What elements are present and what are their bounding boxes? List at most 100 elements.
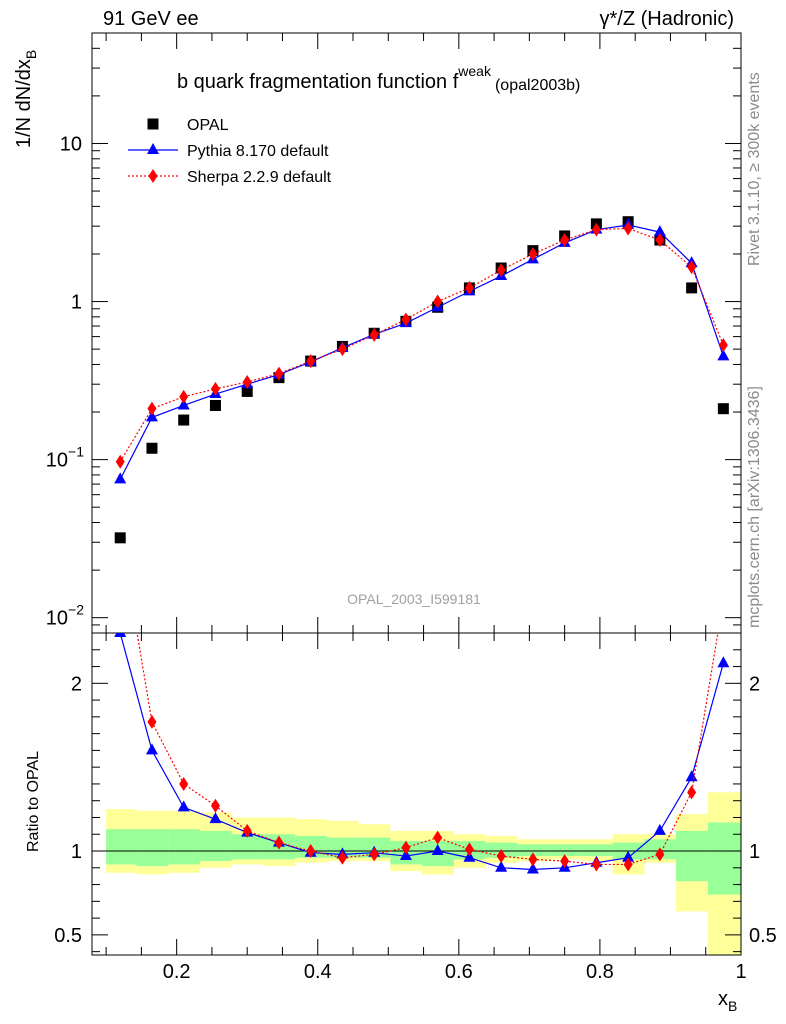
inner-band-bin [549,844,581,857]
sherpa-ratio-point [687,785,697,800]
inner-band-bin [136,829,169,867]
pythia-ratio-point [622,850,635,862]
main-y-axis-ticks: 10−2 10−1 1 10 [46,32,741,634]
sherpa-ratio-point [560,854,570,869]
sherpa-line [119,227,724,463]
legend-opal-marker [147,118,159,130]
x-tick-label: 0.6 [445,961,473,983]
main-y-axis-label-text: 1/N dN/dx [13,59,35,148]
sherpa-point [179,389,189,404]
inner-band-bin [168,829,200,865]
inner-band-bin [580,844,613,857]
legend-sherpa-marker [148,169,158,183]
legend: OPAL Pythia 8.170 default Sherpa 2.2.9 def… [128,117,332,186]
pythia-ratio-point [495,860,508,872]
sherpa-point [115,454,125,469]
pythia-point [114,472,127,484]
legend-sherpa-label: Sherpa 2.2.9 default [187,169,332,186]
main-y-axis-label: 1/N dN/dxB [13,50,39,148]
sherpa-ratio-point [337,850,347,865]
sherpa-point [687,260,697,275]
ratio-y-tick-label-right: 0.5 [749,925,777,947]
ratio-y-tick-label-right: 1 [749,841,760,863]
sherpa-point [591,222,601,237]
pythia-ratio-point [145,743,158,755]
y-tick-label: 10 [60,133,82,155]
ratio-uncertainty-bands [106,792,741,955]
sherpa-ratio-point [210,798,220,813]
x-axis-label-text: x [718,988,728,1010]
pythia-ratio-point [526,862,539,874]
sherpa-ratio-point [147,714,157,729]
sherpa-point [718,338,728,353]
ratio-y-tick-label-right: 2 [749,673,760,695]
sherpa-ratio-point [242,823,252,838]
sherpa-point [623,221,633,236]
sherpa-ratio-line [136,633,719,866]
opal-point [146,442,158,454]
inner-band-bin [326,837,359,858]
plot-title-suffix: (opal2003b) [495,77,580,94]
sherpa-ratio-point [179,776,189,791]
pythia-point [653,225,666,237]
pythia-ratio-line [119,633,724,871]
ratio-y-tick-label: 1 [71,841,82,863]
sherpa-ratio-point [306,844,316,859]
legend-opal-label: OPAL [187,117,229,134]
sherpa-ratio-point [591,857,601,872]
sherpa-ratio-point [433,830,443,845]
y-tick-label: 10−1 [46,444,84,472]
legend-pythia-label: Pythia 8.170 default [187,143,329,160]
pythia-point [177,398,190,410]
opal-point [686,282,698,294]
sherpa-point [337,342,347,357]
pythia-ratio-point [685,770,698,782]
x-tick-label: 0.8 [586,961,614,983]
plot-title-superscript: weak [457,63,492,79]
pythia-ratio-point [177,800,190,812]
sherpa-point [560,233,570,248]
x-axis-label: xB [718,988,737,1014]
sherpa-point [274,366,284,381]
main-panel-series [114,216,730,544]
main-y-axis-label-sub: B [23,50,39,59]
x-axis-label-sub: B [728,998,737,1014]
sherpa-point [401,312,411,327]
sherpa-ratio-point [655,847,665,862]
sherpa-ratio-point [401,840,411,855]
inner-band-bin [106,829,137,865]
legend-pythia-marker [147,143,159,154]
sherpa-point [210,381,220,396]
sherpa-point [655,233,665,248]
pythia-ratio-point [431,844,444,856]
opal-point [209,399,221,411]
plot-title: b quark fragmentation function fweak(opa… [177,63,580,94]
pythia-line [119,224,724,480]
inner-band-bin [676,830,708,882]
opal-point [241,385,253,397]
inner-band-bin [199,830,232,862]
sherpa-point [242,374,252,389]
inner-band-bin [231,834,264,860]
mcplots-reference-label: mcplots.cern.ch [arXiv:1306.3436] [746,386,763,628]
header-process-label: 91 GeV ee [103,8,199,30]
sherpa-ratio-point [274,835,284,850]
sherpa-ratio-point [496,849,506,864]
analysis-watermark: OPAL_2003_I599181 [347,591,481,607]
plot-title-main: b quark fragmentation function f [177,71,459,93]
x-tick-label: 0.4 [304,961,332,983]
sherpa-point [528,246,538,261]
x-tick-label: 1 [735,961,746,983]
ratio-panel-series [114,633,730,874]
ratio-y-tick-label: 0.5 [54,925,82,947]
sherpa-point [369,327,379,342]
x-axis-ticks: 0.2 0.4 0.6 0.8 1 [105,33,747,983]
opal-point [717,403,729,415]
rivet-version-label: Rivet 3.1.10, ≥ 300k events [746,72,763,266]
ratio-y-axis-ticks: 0.5 0.5 1 1 2 2 [54,649,777,953]
y-tick-label: 10−2 [46,602,84,630]
pythia-point [717,349,730,361]
opal-point [178,414,190,426]
ratio-panel-frame [91,632,742,956]
